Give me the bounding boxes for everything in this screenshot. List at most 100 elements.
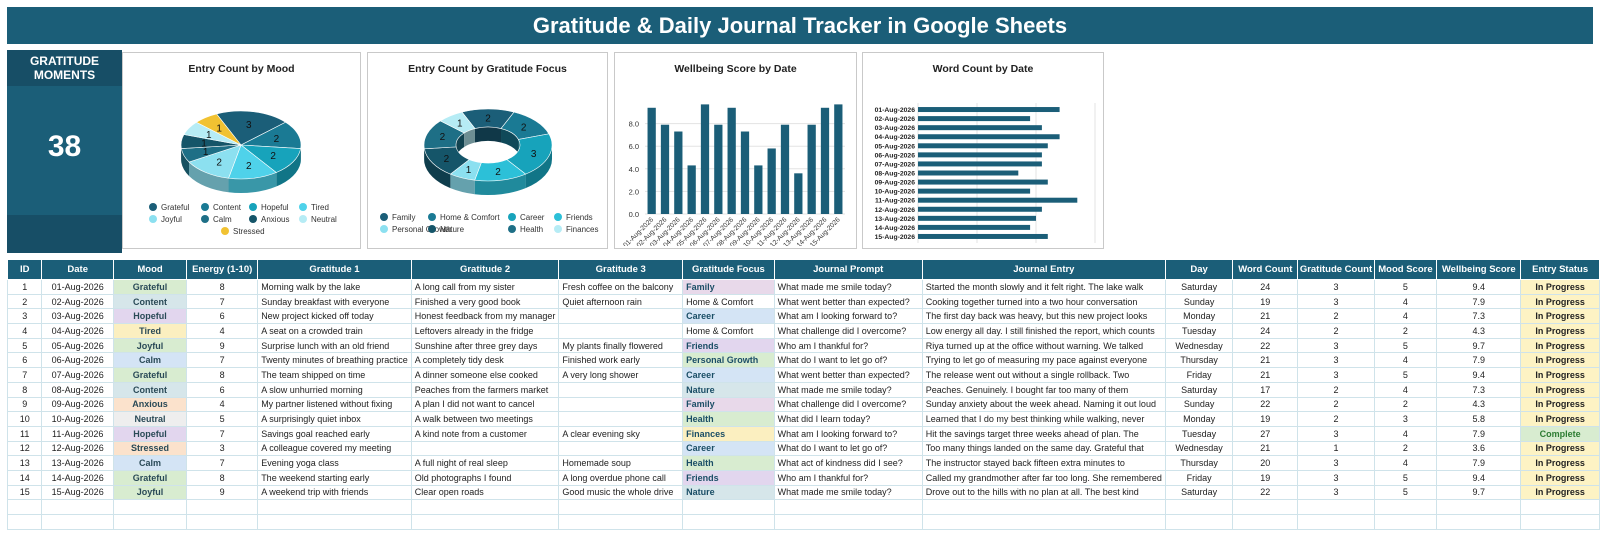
cell-mood-score[interactable]: 3 <box>1373 411 1438 427</box>
cell-journal-prompt[interactable]: What do I want to let go of? <box>773 352 923 369</box>
table-row[interactable]: 1 01-Aug-2026 Grateful 8 Morning walk by the… <box>6 279 1600 295</box>
empty-cell[interactable] <box>257 499 412 515</box>
cell-day[interactable]: Sunday <box>1164 293 1234 310</box>
cell-energy-1-10[interactable]: 4 <box>186 396 259 413</box>
cell-gratitude-3[interactable]: Homemade soup <box>558 455 684 471</box>
cell-wellbeing-score[interactable]: 3.6 <box>1436 440 1522 457</box>
cell-word-count[interactable]: 20 <box>1232 455 1299 471</box>
empty-cell[interactable] <box>1297 499 1375 515</box>
cell-mood[interactable]: Tired <box>112 323 188 339</box>
cell-gratitude-1[interactable]: Evening yoga class <box>257 455 412 471</box>
cell-gratitude-count[interactable]: 3 <box>1297 455 1375 471</box>
cell-entry-status[interactable]: In Progress <box>1520 381 1600 398</box>
column-header-gratitude-count[interactable]: Gratitude Count <box>1297 259 1375 280</box>
cell-gratitude-count[interactable]: 1 <box>1297 440 1375 457</box>
empty-cell[interactable] <box>1436 514 1522 530</box>
mood-legend-item-hopeful[interactable]: Hopeful <box>249 203 289 212</box>
cell-gratitude-count[interactable]: 3 <box>1297 279 1375 295</box>
focus-legend-item-friends[interactable]: Friends <box>554 213 593 222</box>
cell-entry-status[interactable]: In Progress <box>1520 484 1600 501</box>
empty-cell[interactable] <box>410 514 560 530</box>
cell-day[interactable]: Saturday <box>1164 279 1234 295</box>
cell-journal-prompt[interactable]: What went better than expected? <box>773 293 923 310</box>
empty-cell[interactable] <box>6 499 43 515</box>
cell-day[interactable]: Saturday <box>1164 484 1234 501</box>
column-header-mood-score[interactable]: Mood Score <box>1373 259 1438 280</box>
cell-energy-1-10[interactable]: 7 <box>186 293 259 310</box>
cell-energy-1-10[interactable]: 8 <box>186 367 259 383</box>
cell-gratitude-focus[interactable]: Friends <box>682 469 775 486</box>
cell-gratitude-2[interactable]: A long call from my sister <box>410 279 560 295</box>
cell-id[interactable]: 10 <box>6 411 43 427</box>
focus-legend-item-home-comfort[interactable]: Home & Comfort <box>428 213 500 222</box>
cell-entry-status[interactable]: In Progress <box>1520 455 1600 471</box>
cell-entry-status[interactable]: In Progress <box>1520 308 1600 325</box>
cell-gratitude-focus[interactable]: Career <box>682 440 775 457</box>
cell-word-count[interactable]: 24 <box>1232 323 1299 339</box>
empty-row[interactable] <box>6 514 1600 530</box>
cell-entry-status[interactable]: In Progress <box>1520 323 1600 339</box>
cell-gratitude-2[interactable]: Peaches from the farmers market <box>410 381 560 398</box>
empty-cell[interactable] <box>773 499 923 515</box>
cell-mood-score[interactable]: 4 <box>1373 308 1438 325</box>
cell-gratitude-count[interactable]: 2 <box>1297 411 1375 427</box>
cell-word-count[interactable]: 22 <box>1232 484 1299 501</box>
cell-mood-score[interactable]: 4 <box>1373 425 1438 442</box>
empty-cell[interactable] <box>1164 499 1234 515</box>
column-header-word-count[interactable]: Word Count <box>1232 259 1299 280</box>
focus-legend-item-health[interactable]: Health <box>508 225 543 234</box>
cell-gratitude-3[interactable] <box>558 440 684 457</box>
empty-cell[interactable] <box>1373 499 1438 515</box>
cell-id[interactable]: 1 <box>6 279 43 295</box>
cell-gratitude-2[interactable]: A walk between two meetings <box>410 411 560 427</box>
column-header-day[interactable]: Day <box>1164 259 1234 280</box>
cell-id[interactable]: 13 <box>6 455 43 471</box>
cell-gratitude-1[interactable]: The weekend starting early <box>257 469 412 486</box>
cell-mood-score[interactable]: 5 <box>1373 367 1438 383</box>
cell-gratitude-focus[interactable]: Home & Comfort <box>682 323 775 339</box>
empty-cell[interactable] <box>6 514 43 530</box>
column-header-date[interactable]: Date <box>41 259 114 280</box>
cell-gratitude-count[interactable]: 2 <box>1297 323 1375 339</box>
cell-journal-prompt[interactable]: What did I learn today? <box>773 411 923 427</box>
cell-journal-prompt[interactable]: What challenge did I overcome? <box>773 396 923 413</box>
cell-mood[interactable]: Grateful <box>112 469 188 486</box>
cell-gratitude-count[interactable]: 3 <box>1297 337 1375 354</box>
column-header-id[interactable]: ID <box>6 259 43 280</box>
cell-mood[interactable]: Anxious <box>112 396 188 413</box>
empty-cell[interactable] <box>186 514 259 530</box>
cell-gratitude-count[interactable]: 2 <box>1297 381 1375 398</box>
cell-entry-status[interactable]: In Progress <box>1520 411 1600 427</box>
cell-day[interactable]: Sunday <box>1164 396 1234 413</box>
cell-energy-1-10[interactable]: 7 <box>186 352 259 369</box>
column-header-journal-prompt[interactable]: Journal Prompt <box>773 259 923 280</box>
cell-id[interactable]: 3 <box>6 308 43 325</box>
cell-gratitude-count[interactable]: 3 <box>1297 469 1375 486</box>
cell-gratitude-3[interactable] <box>558 308 684 325</box>
cell-gratitude-1[interactable]: A seat on a crowded train <box>257 323 412 339</box>
cell-word-count[interactable]: 27 <box>1232 425 1299 442</box>
cell-gratitude-2[interactable]: Honest feedback from my manager <box>410 308 560 325</box>
cell-gratitude-1[interactable]: Savings goal reached early <box>257 425 412 442</box>
cell-journal-entry[interactable]: Low energy all day. I still finished the… <box>921 323 1166 339</box>
cell-wellbeing-score[interactable]: 7.9 <box>1436 352 1522 369</box>
cell-wellbeing-score[interactable]: 4.3 <box>1436 396 1522 413</box>
empty-cell[interactable] <box>112 514 188 530</box>
table-row[interactable]: 10 10-Aug-2026 Neutral 5 A surprisingly quie… <box>6 411 1600 427</box>
column-header-journal-entry[interactable]: Journal Entry <box>921 259 1166 280</box>
cell-gratitude-1[interactable]: The team shipped on time <box>257 367 412 383</box>
cell-gratitude-1[interactable]: My partner listened without fixing <box>257 396 412 413</box>
cell-gratitude-2[interactable]: Clear open roads <box>410 484 560 501</box>
cell-mood[interactable]: Stressed <box>112 440 188 457</box>
cell-journal-prompt[interactable]: What went better than expected? <box>773 367 923 383</box>
mood-legend-item-stressed[interactable]: Stressed <box>221 227 265 236</box>
cell-gratitude-count[interactable]: 3 <box>1297 367 1375 383</box>
cell-day[interactable]: Thursday <box>1164 455 1234 471</box>
cell-wellbeing-score[interactable]: 4.3 <box>1436 323 1522 339</box>
cell-gratitude-2[interactable]: A full night of real sleep <box>410 455 560 471</box>
cell-journal-prompt[interactable]: What made me smile today? <box>773 484 923 501</box>
cell-journal-prompt[interactable]: What made me smile today? <box>773 279 923 295</box>
cell-date[interactable]: 08-Aug-2026 <box>41 381 114 398</box>
cell-entry-status[interactable]: In Progress <box>1520 367 1600 383</box>
